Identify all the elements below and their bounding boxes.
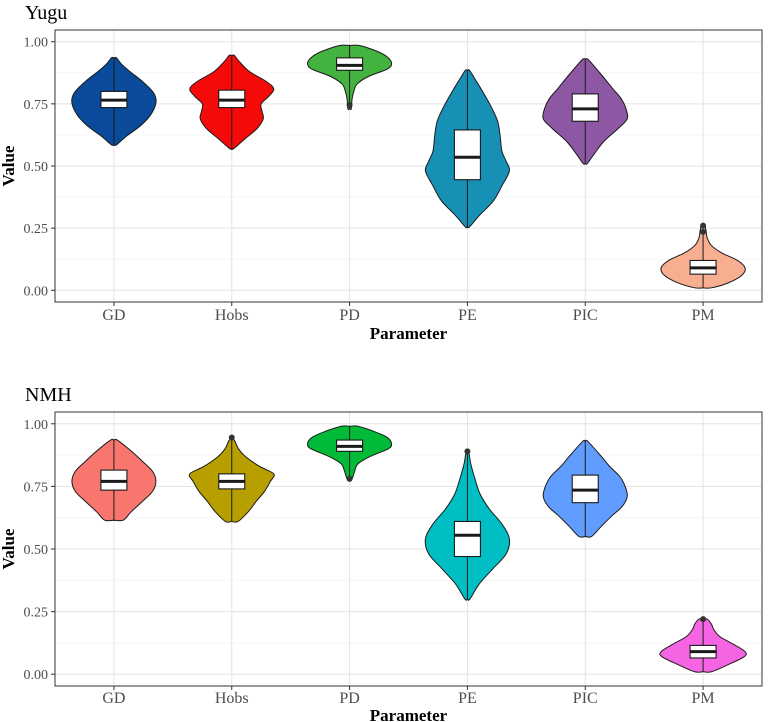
x-axis-label: Parameter (370, 706, 448, 722)
iqr-box (453, 520, 481, 558)
chart-panel-nmh: NMH 0.00 0.25 0.50 0.75 1.00 GD Hobs PD PE PIC PM Pa… (0, 384, 763, 722)
x-tick-label: Hobs (215, 690, 249, 707)
y-tick-label: 1.00 (24, 36, 49, 51)
x-tick-label: GD (102, 690, 125, 707)
outlier-point (346, 475, 353, 482)
y-tick-label: 0.75 (24, 98, 49, 113)
x-tick-label: PIC (573, 307, 598, 324)
violin-pd (307, 425, 393, 482)
x-tick-label: Hobs (215, 307, 249, 324)
violin-hobs (188, 434, 275, 523)
y-tick-label: 0.75 (24, 480, 49, 495)
violin-pe (424, 69, 511, 229)
y-axis-label: Value (0, 528, 18, 569)
violin-pm (659, 616, 747, 673)
y-axis-label: Value (0, 145, 18, 186)
x-axis-label: Parameter (370, 324, 448, 343)
chart-title: NMH (25, 384, 72, 406)
y-tick-label: 0.00 (24, 284, 49, 299)
violin-pic (542, 439, 628, 538)
outlier-point (700, 222, 707, 229)
outlier-point (346, 102, 353, 109)
outlier-point (700, 616, 707, 623)
chart-title: Yugu (25, 2, 67, 24)
y-tick-label: 0.50 (24, 543, 49, 558)
x-tick-label: PM (692, 690, 715, 707)
outlier-point (464, 448, 471, 455)
chart-panel-yugu: Yugu 0.00 0.25 0.50 0.75 1.00 GD Hobs PD PE PIC PM P… (0, 2, 763, 343)
y-tick-label: 0.25 (24, 222, 49, 237)
y-tick-label: 1.00 (24, 418, 49, 433)
x-tick-label: PE (458, 307, 477, 324)
x-tick-label: PM (692, 307, 715, 324)
x-tick-label: PE (458, 690, 477, 707)
y-tick-label: 0.50 (24, 160, 49, 175)
violin-pe (424, 448, 511, 601)
outlier-point (700, 228, 707, 235)
violin-gd (71, 438, 157, 522)
x-tick-label: PD (339, 307, 359, 324)
x-tick-label: GD (102, 307, 125, 324)
iqr-box (453, 129, 481, 181)
outlier-point (228, 434, 235, 441)
x-tick-label: PIC (573, 690, 598, 707)
x-tick-label: PD (339, 690, 359, 707)
violin-hobs (189, 54, 275, 150)
violin-pic (542, 58, 629, 165)
y-tick-label: 0.00 (24, 668, 49, 683)
violin-gd (71, 56, 157, 147)
violin-pm (660, 222, 746, 289)
y-tick-label: 0.25 (24, 606, 49, 621)
violin-pd (307, 44, 393, 111)
